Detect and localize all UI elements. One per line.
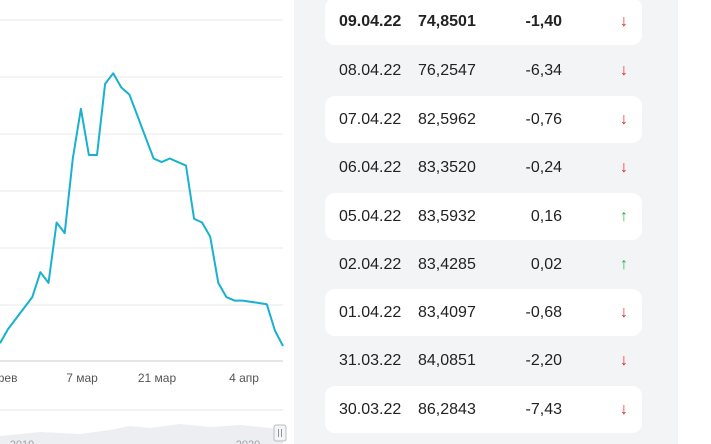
arrow-down-icon: ↓ bbox=[620, 401, 628, 418]
series-line-0 bbox=[0, 72, 284, 347]
x-tick-label: 4 апр bbox=[229, 371, 259, 385]
rate-line-chart: фев 7 мар 21 мар 4 апр 2019 2020 bbox=[0, 19, 287, 444]
rate-date: 09.04.22 bbox=[339, 13, 402, 30]
navigator-area bbox=[0, 424, 283, 444]
rate-change: -0,68 bbox=[525, 304, 562, 321]
rate-row: 02.04.22 83,4285 0,02 ↑ bbox=[325, 241, 642, 288]
navigator-handle-icon bbox=[273, 424, 287, 442]
arrow-down-icon: ↓ bbox=[620, 304, 628, 321]
rate-change: -2,20 bbox=[525, 352, 562, 369]
rate-change: -0,24 bbox=[525, 159, 562, 176]
right-margin bbox=[678, 0, 711, 444]
rate-value: 83,3520 bbox=[418, 159, 476, 176]
rate-change: -0,76 bbox=[525, 111, 562, 128]
rate-row: 07.04.22 82,5962 -0,76 ↓ bbox=[325, 96, 642, 143]
rate-value: 83,4285 bbox=[418, 256, 476, 273]
rate-row: 06.04.22 83,3520 -0,24 ↓ bbox=[325, 144, 642, 191]
arrow-down-icon: ↓ bbox=[620, 111, 628, 128]
rate-chart: фев 7 мар 21 мар 4 апр 2019 2020 bbox=[0, 0, 294, 444]
rate-value: 82,5962 bbox=[418, 111, 476, 128]
arrow-down-icon: ↓ bbox=[620, 352, 628, 369]
rate-date: 06.04.22 bbox=[339, 159, 402, 176]
rate-change: -6,34 bbox=[525, 62, 562, 79]
rate-change: -1,40 bbox=[525, 13, 562, 30]
rate-date: 31.03.22 bbox=[339, 352, 402, 369]
rate-row: 08.04.22 76,2547 -6,34 ↓ bbox=[325, 47, 642, 94]
arrow-down-icon: ↓ bbox=[620, 13, 628, 30]
arrow-up-icon: ↑ bbox=[620, 256, 628, 273]
rate-date: 30.03.22 bbox=[339, 401, 402, 418]
navigator-label: 2020 bbox=[236, 439, 260, 444]
rate-row: 09.04.22 74,8501 -1,40 ↓ bbox=[325, 0, 642, 45]
navigator-label: 2019 bbox=[10, 439, 34, 444]
rate-value: 84,0851 bbox=[418, 352, 476, 369]
arrow-down-icon: ↓ bbox=[620, 159, 628, 176]
rate-value: 76,2547 bbox=[418, 62, 476, 79]
rate-value: 83,4097 bbox=[418, 304, 476, 321]
rates-list-panel: 09.04.22 74,8501 -1,40 ↓ 08.04.22 76,2547 -6,3… bbox=[294, 0, 678, 444]
rate-value: 74,8501 bbox=[418, 13, 476, 30]
rate-date: 02.04.22 bbox=[339, 256, 402, 273]
rate-change: 0,16 bbox=[530, 208, 562, 225]
rate-date: 01.04.22 bbox=[339, 304, 402, 321]
x-tick-label: 7 мар bbox=[66, 371, 98, 385]
arrow-down-icon: ↓ bbox=[620, 62, 628, 79]
rate-change: -7,43 bbox=[525, 401, 562, 418]
rate-date: 05.04.22 bbox=[339, 208, 402, 225]
rate-date: 08.04.22 bbox=[339, 62, 402, 79]
arrow-up-icon: ↑ bbox=[620, 208, 628, 225]
rate-row: 31.03.22 84,0851 -2,20 ↓ bbox=[325, 337, 642, 384]
rate-value: 86,2843 bbox=[418, 401, 476, 418]
rate-date: 07.04.22 bbox=[339, 111, 402, 128]
rate-row: 30.03.22 86,2843 -7,43 ↓ bbox=[325, 386, 642, 433]
x-tick-label: фев bbox=[0, 371, 17, 385]
rate-row: 01.04.22 83,4097 -0,68 ↓ bbox=[325, 289, 642, 336]
rate-change: 0,02 bbox=[530, 256, 562, 273]
rate-value: 83,5932 bbox=[418, 208, 476, 225]
rate-row: 05.04.22 83,5932 0,16 ↑ bbox=[325, 193, 642, 240]
x-tick-label: 21 мар bbox=[138, 371, 177, 385]
